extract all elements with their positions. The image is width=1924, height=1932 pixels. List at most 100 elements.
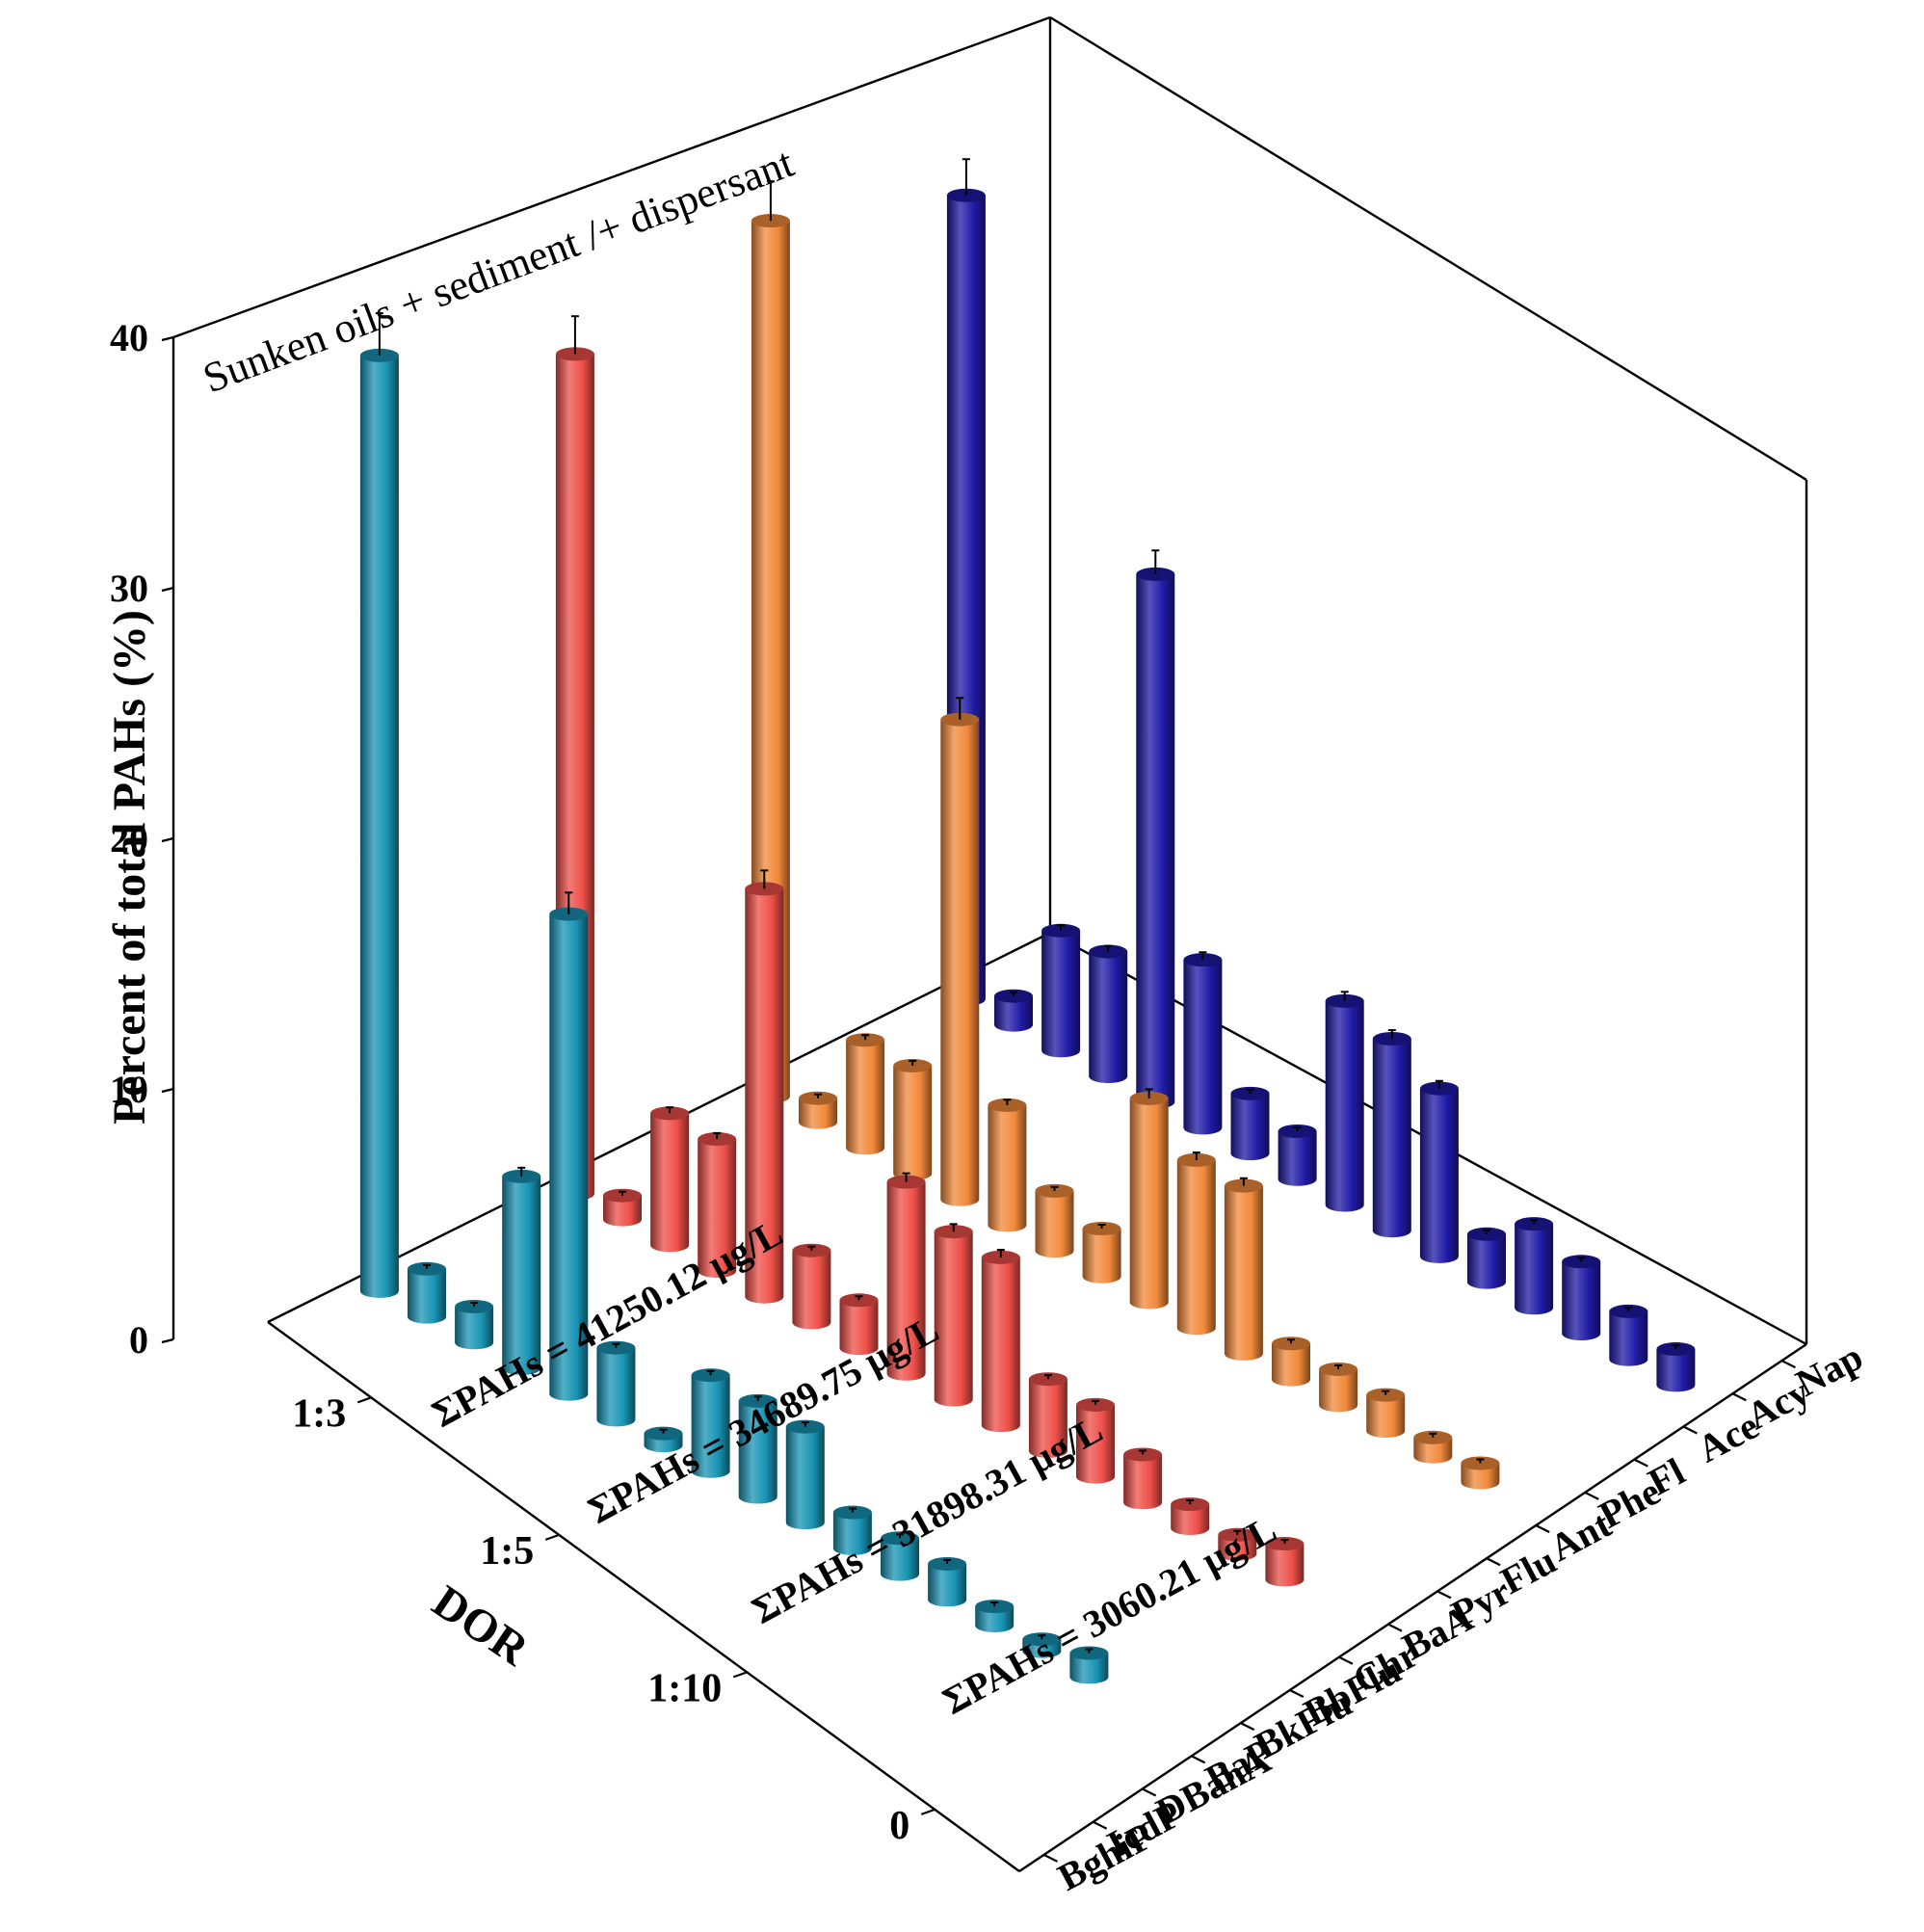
bar-body	[502, 1176, 541, 1375]
bar-body	[881, 1538, 919, 1581]
dor-label-1:10: 1:10	[647, 1666, 722, 1710]
bar-BaA-1:10	[934, 1223, 973, 1407]
bar-Fl-0	[502, 1166, 541, 1375]
bar-DBahA-1:5	[1366, 1388, 1406, 1439]
bar-body	[975, 1606, 1015, 1632]
bar-body	[1035, 1190, 1074, 1258]
bar-Acy-1:10	[603, 1188, 642, 1227]
category-tick	[1093, 1820, 1108, 1830]
bar-body	[603, 1195, 642, 1227]
bar-BaP-1:3	[1515, 1217, 1554, 1315]
bar-body	[1041, 930, 1081, 1058]
bar-Pyr-1:5	[1082, 1222, 1121, 1284]
bar-Phe-0	[549, 891, 589, 1401]
bar-DBahA-0	[975, 1600, 1015, 1632]
bar-Pyr-0	[691, 1368, 730, 1478]
bar-Acy-0	[408, 1261, 446, 1324]
bar-body	[981, 1257, 1020, 1433]
bar-body	[1265, 1544, 1305, 1587]
bar-body	[1372, 1039, 1411, 1238]
bar-body	[1278, 1131, 1317, 1186]
bar-IcdP-0	[1022, 1632, 1062, 1658]
bar-BkFlu-1:3	[1467, 1227, 1506, 1289]
bar-Fl-1:5	[893, 1058, 933, 1181]
bar-body	[832, 1512, 872, 1555]
dor-label-1:5: 1:5	[480, 1529, 534, 1574]
bar-body	[738, 1400, 778, 1504]
bar-BkFlu-1:10	[1076, 1397, 1115, 1484]
bar-body	[1171, 1504, 1210, 1536]
bar-body	[1069, 1653, 1109, 1684]
bar-Phe-1:5	[940, 697, 980, 1206]
bar-Nap-0	[359, 312, 399, 1298]
bar-body	[1656, 1349, 1696, 1392]
bar-DBahA-1:3	[1562, 1255, 1601, 1340]
bar-body	[1562, 1261, 1601, 1340]
bar-BkFlu-0	[881, 1531, 919, 1581]
floor-front-right-edge	[1018, 1343, 1807, 1872]
category-tick	[1584, 1491, 1599, 1500]
bar-Ant-1:3	[1183, 951, 1223, 1135]
bar-Ace-1:3	[1041, 923, 1081, 1058]
bar-body	[1467, 1233, 1506, 1289]
bar-body	[785, 1426, 825, 1530]
bar-Fl-1:10	[698, 1131, 737, 1278]
z-tick-label: 20	[110, 817, 148, 860]
bar-body	[1089, 951, 1128, 1084]
bar-body	[886, 1181, 926, 1381]
bar-body	[1123, 1454, 1163, 1510]
bar-Phe-1:10	[745, 869, 784, 1304]
bar-body	[650, 1113, 690, 1253]
bar-body	[1028, 1379, 1067, 1458]
bar-Acy-1:3	[994, 989, 1033, 1032]
dor-tick	[356, 1396, 372, 1404]
bar-DBahA-1:10	[1171, 1497, 1210, 1536]
category-tick	[1338, 1655, 1354, 1665]
z-tick-label: 0	[129, 1318, 148, 1362]
z-axis-title: Percent of total PAHs (%)	[104, 610, 155, 1125]
bar-Flu-1:3	[1230, 1086, 1270, 1161]
bar-body	[846, 1040, 885, 1155]
category-labels: NapAcyAceFlPheAntFluPyrBaAChrBbFluBkFluB…	[1043, 1335, 1870, 1899]
bar-BghiP-0	[1069, 1646, 1109, 1684]
bar-BbFlu-0	[832, 1505, 872, 1555]
y-axis-title: DOR	[424, 1575, 539, 1676]
bar-body	[408, 1268, 446, 1324]
bar-body	[1319, 1368, 1358, 1413]
bar-BghiP-1:10	[1265, 1537, 1305, 1587]
bar-body	[691, 1375, 730, 1478]
bar-Pyr-1:10	[886, 1172, 926, 1381]
bar-BaA-1:3	[1325, 991, 1364, 1212]
category-tick	[1240, 1722, 1255, 1732]
dor-label-0: 0	[889, 1804, 909, 1848]
bar-Chr-1:5	[1176, 1151, 1216, 1336]
bar-Flu-1:10	[839, 1293, 879, 1356]
back-left-top-edge	[172, 15, 1051, 339]
category-tick	[1436, 1590, 1452, 1600]
bar-BkFlu-1:5	[1272, 1337, 1310, 1387]
category-tick	[1486, 1557, 1501, 1567]
z-tick-mark	[161, 335, 174, 342]
dor-tick	[544, 1533, 560, 1541]
bar-body	[455, 1306, 494, 1350]
z-tick-mark	[161, 586, 174, 593]
bar-BaA-0	[738, 1393, 778, 1504]
bar-body	[994, 995, 1033, 1032]
bar-BghiP-1:3	[1656, 1342, 1696, 1392]
bar-body	[549, 913, 589, 1401]
bar-Phe-1:3	[1136, 549, 1175, 1109]
bar-body	[1609, 1310, 1648, 1366]
bar-body	[940, 719, 980, 1206]
bar-Ant-0	[596, 1340, 636, 1427]
z-tick-mark	[161, 1087, 174, 1094]
bar-body	[745, 888, 784, 1304]
bar-Flu-0	[644, 1426, 683, 1453]
bar-body	[934, 1231, 973, 1407]
bar-body	[1176, 1159, 1216, 1336]
bar-body	[596, 1347, 636, 1427]
bar-body	[893, 1065, 933, 1181]
bar-body	[799, 1098, 837, 1129]
floor-front-left-edge	[267, 1321, 1020, 1872]
bar-body	[1461, 1463, 1500, 1490]
bar-Pyr-1:3	[1278, 1125, 1317, 1186]
